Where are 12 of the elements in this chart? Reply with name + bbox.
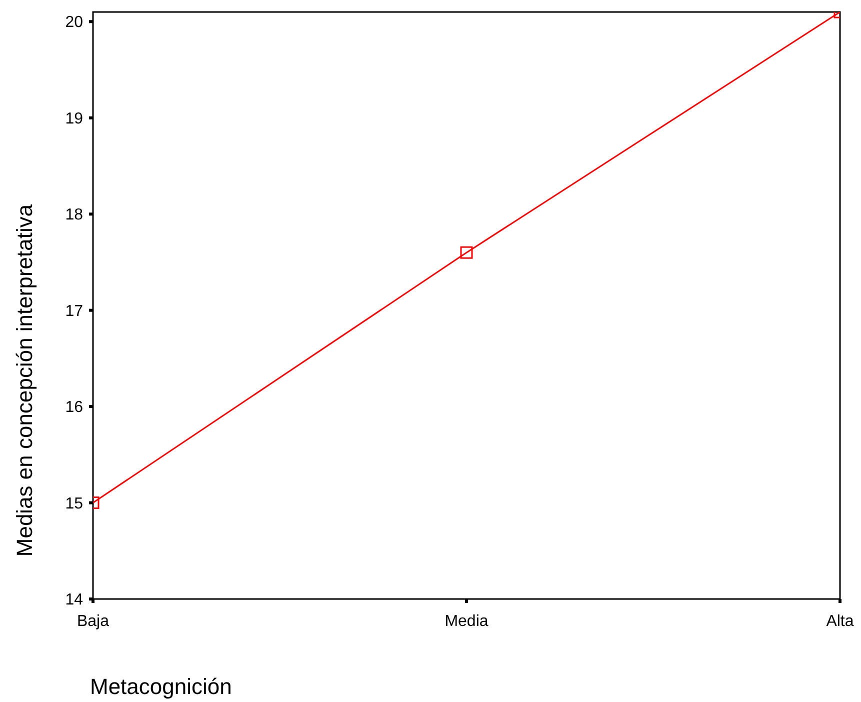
y-tick-label: 17 [65, 302, 84, 320]
y-tick-label: 16 [65, 399, 84, 416]
x-axis-title: Metacognición [90, 674, 232, 699]
y-tick-label: 15 [65, 495, 84, 512]
y-tick-label: 20 [65, 14, 84, 32]
x-tick-label: Media [444, 613, 488, 630]
x-tick-label: Baja [76, 613, 110, 630]
x-tick-label: Alta [826, 613, 854, 630]
y-axis-title: Medias en concepción interpretativa [12, 204, 37, 557]
y-tick-label: 19 [65, 110, 84, 128]
y-tick-label: 14 [65, 592, 84, 609]
y-tick-label: 18 [65, 206, 84, 224]
